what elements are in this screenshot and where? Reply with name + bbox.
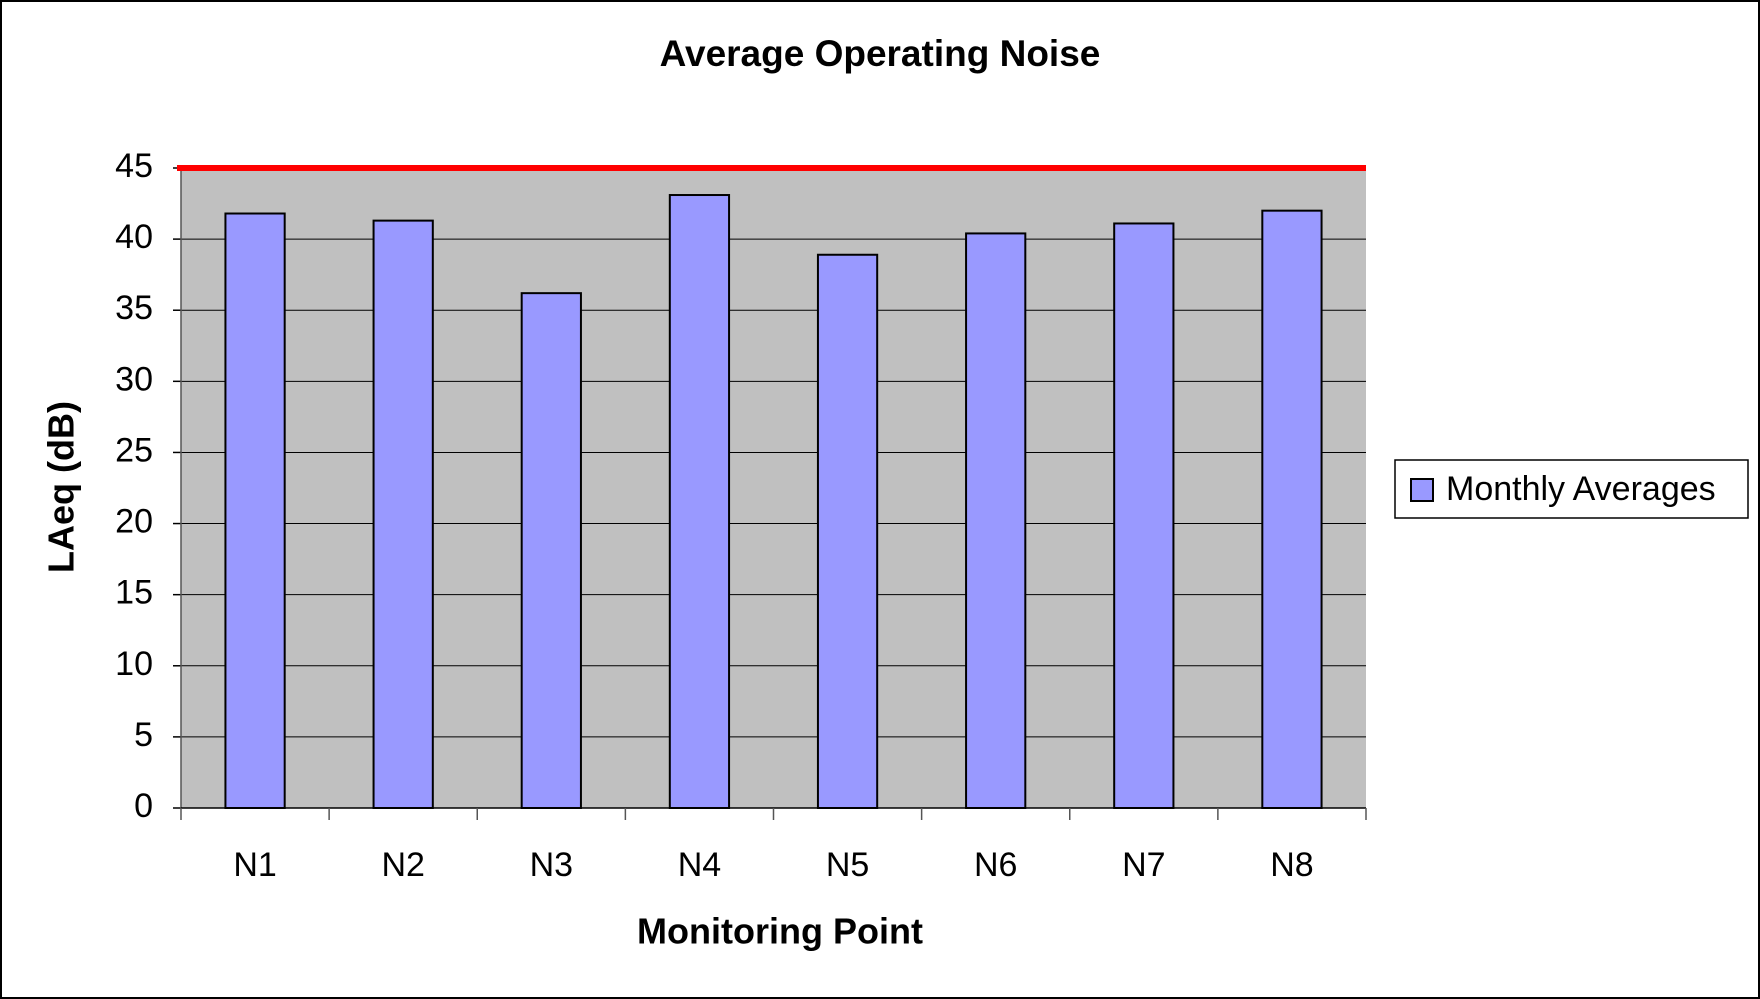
bar — [372, 219, 434, 810]
x-tick-label: N7 — [1122, 846, 1165, 884]
x-axis-label: Monitoring Point — [637, 911, 923, 952]
y-tick-label: 5 — [134, 716, 153, 754]
x-tick-label: N4 — [678, 846, 721, 884]
legend-box — [1394, 459, 1749, 519]
y-tick-label: 40 — [115, 218, 153, 256]
y-tick-label: 20 — [115, 503, 153, 541]
y-tick-label: 25 — [115, 431, 153, 469]
legend-label: Monthly Averages — [1446, 470, 1716, 508]
y-axis-label: LAeq (dB) — [41, 401, 82, 573]
x-tick-label: N6 — [974, 846, 1017, 884]
y-tick-label: 0 — [134, 787, 153, 825]
x-tick-label: N5 — [826, 846, 869, 884]
legend-swatch — [1410, 478, 1434, 502]
bar — [1261, 209, 1323, 809]
bar — [668, 194, 731, 809]
y-tick-label: 35 — [115, 289, 153, 327]
plot-area — [181, 168, 1366, 808]
y-tick-label: 45 — [115, 147, 153, 185]
bar — [816, 253, 879, 809]
y-tick-label: 10 — [115, 645, 153, 683]
x-tick-label: N8 — [1270, 846, 1313, 884]
y-tick-label: 15 — [115, 574, 153, 612]
bar — [965, 232, 1027, 809]
bar — [1113, 222, 1175, 809]
x-tick-label: N2 — [381, 846, 424, 884]
x-tick-label: N1 — [233, 846, 276, 884]
chart-title: Average Operating Noise — [660, 33, 1101, 74]
y-tick-label: 30 — [115, 360, 153, 398]
x-tick-label: N3 — [530, 846, 573, 884]
bar — [224, 212, 286, 809]
bar — [520, 292, 582, 809]
